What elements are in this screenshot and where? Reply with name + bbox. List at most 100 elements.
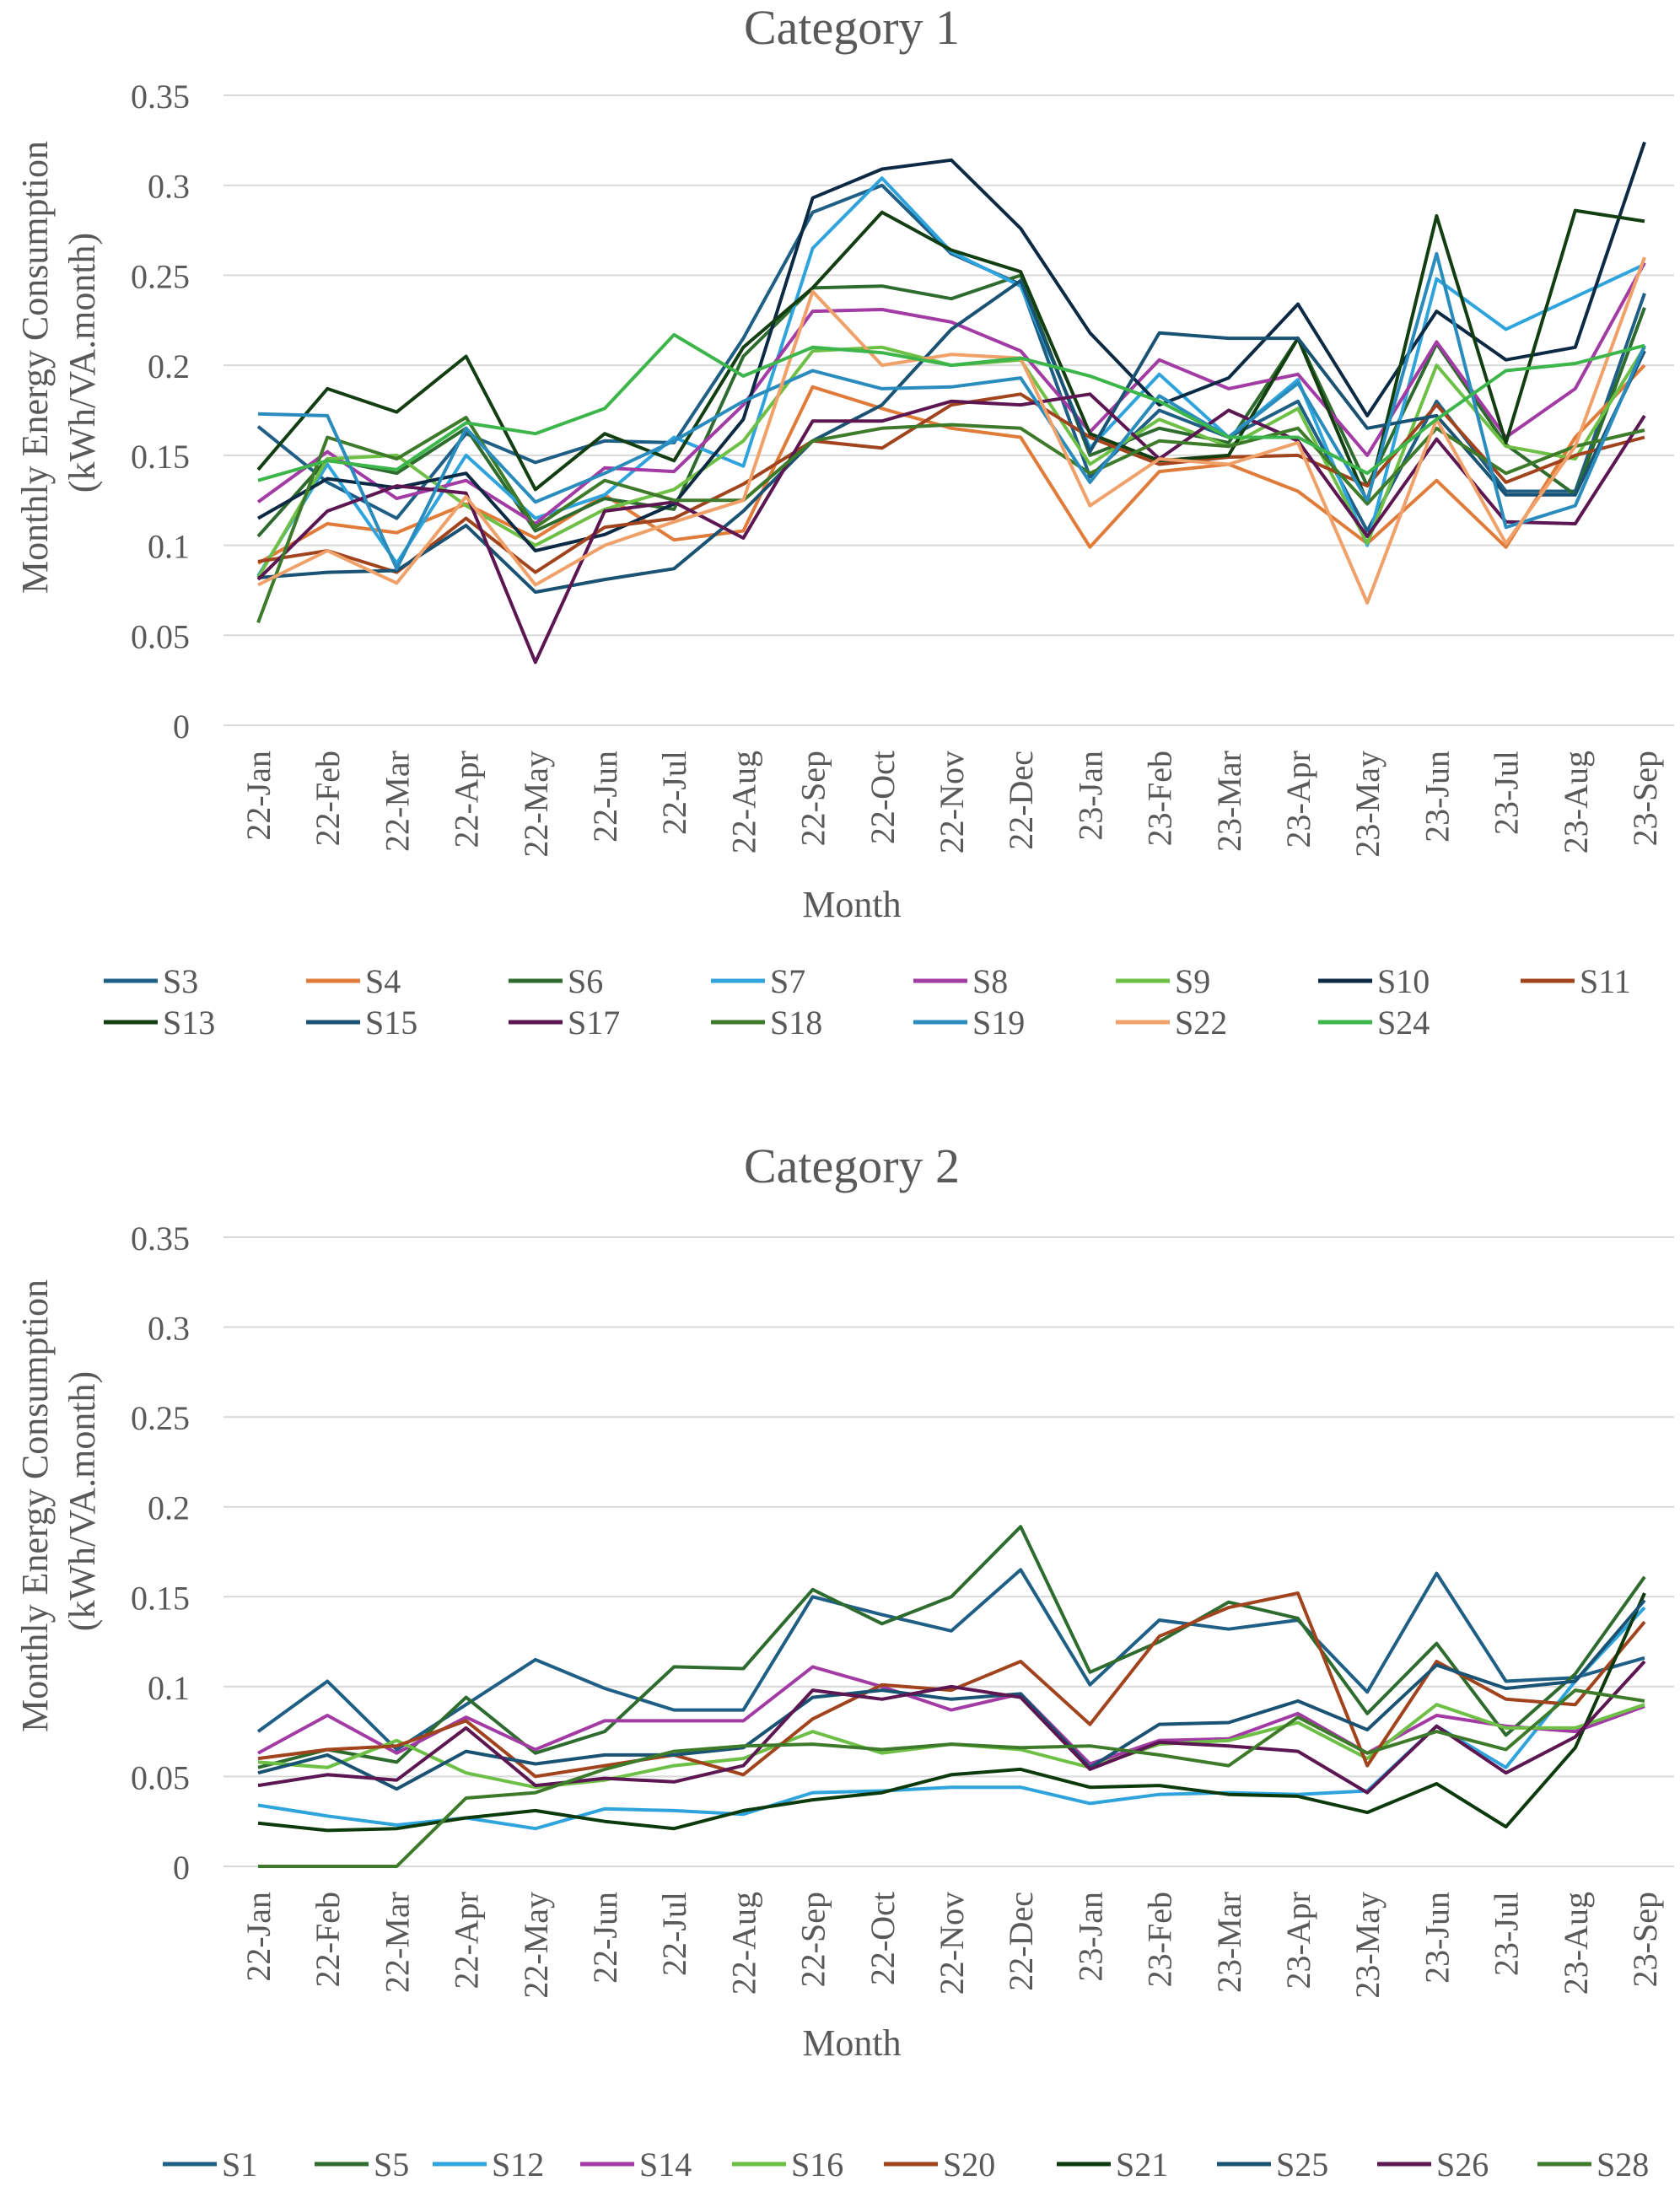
legend-label: S18: [770, 1004, 822, 1042]
legend-label: S11: [1580, 962, 1631, 1000]
chart-1-title: Category 1: [744, 0, 960, 55]
legend-label: S5: [374, 2146, 409, 2183]
x-tick-label: 22-Mar: [378, 751, 416, 852]
series-line-s17: [256, 392, 1646, 665]
legend-item-s25: S25: [1217, 2146, 1328, 2183]
x-tick-label: 23-Mar: [1210, 751, 1248, 852]
legend-label: S28: [1597, 2146, 1649, 2183]
y-tick-label: 0.15: [131, 1579, 190, 1617]
chart-2-gridlines: [223, 1236, 1674, 1867]
x-tick-label: 22-Dec: [1002, 751, 1040, 850]
legend-label: S8: [972, 962, 1008, 1000]
y-tick-label: 0.35: [131, 1220, 190, 1257]
legend-item-s22: S22: [1116, 1004, 1227, 1042]
y-tick-label: 0.35: [131, 78, 190, 116]
chart-2-xlabel: Month: [802, 2022, 901, 2064]
x-tick-label: 22-Mar: [378, 1892, 416, 1993]
x-tick-label: 22-May: [517, 1892, 555, 1999]
legend-label: S24: [1377, 1004, 1430, 1042]
series-line-s8: [256, 261, 1646, 525]
legend-item-s9: S9: [1116, 962, 1210, 1000]
y-tick-label: 0.2: [148, 347, 190, 385]
legend-label: S17: [568, 1004, 620, 1042]
series-line-s24: [257, 332, 1645, 482]
x-tick-label: 23-Sep: [1626, 751, 1664, 846]
y-tick-label: 0.25: [131, 1399, 190, 1437]
x-tick-label: 22-Apr: [448, 751, 486, 848]
x-tick-label: 23-Feb: [1141, 751, 1179, 846]
legend-item-s13: S13: [104, 1004, 215, 1042]
x-tick-label: 23-Mar: [1210, 1892, 1248, 1993]
legend-item-s28: S28: [1537, 2146, 1649, 2183]
x-tick-label: 22-Oct: [864, 1892, 902, 1985]
x-tick-label: 22-Apr: [448, 1892, 486, 1989]
y-tick-label: 0.3: [148, 168, 190, 206]
series-line-s5: [257, 1525, 1646, 1769]
legend-label: S13: [163, 1004, 215, 1042]
legend-item-s15: S15: [306, 1004, 417, 1042]
series-line-s11: [257, 392, 1645, 574]
y-tick-label: 0: [173, 1849, 190, 1887]
chart-1-series-lines: [256, 141, 1646, 665]
x-tick-label: 22-Sep: [794, 751, 832, 846]
chart-1-ylabel-line-1: Monthly Energy Consumption: [14, 141, 56, 594]
chart-2-ylabel-line-2: (kWh/VA.month): [62, 1371, 103, 1631]
x-tick-label: 22-Aug: [724, 751, 762, 853]
legend-label: S9: [1175, 962, 1210, 1000]
x-tick-label: 23-Aug: [1557, 1892, 1595, 1995]
x-tick-label: 22-May: [517, 751, 555, 858]
x-tick-label: 23-Jun: [1418, 751, 1456, 843]
series-line-s7: [256, 176, 1645, 577]
x-tick-label: 23-Sep: [1626, 1892, 1664, 1987]
x-tick-label: 22-Nov: [933, 751, 971, 853]
legend-label: S15: [365, 1004, 417, 1042]
x-tick-label: 22-Oct: [864, 751, 902, 844]
chart-2-x-tick-labels: 22-Jan 22-Feb 22-Mar 22-Apr 22-May 22-Jun 22-J…: [240, 1892, 1664, 1999]
series-line-s21: [257, 1592, 1646, 1833]
legend-item-s8: S8: [913, 962, 1008, 1000]
x-tick-label: 22-Jun: [586, 1892, 624, 1984]
chart-1-x-tick-labels: 22-Jan 22-Feb 22-Mar 22-Apr 22-May 22-Jun 22-J…: [240, 751, 1664, 858]
legend-label: S19: [972, 1004, 1025, 1042]
chart-2-ylabel: Monthly Energy Consumption (kWh/VA.month…: [14, 1270, 103, 1732]
x-tick-label: 22-Feb: [309, 1892, 347, 1987]
x-tick-label: 23-May: [1349, 1892, 1387, 1999]
series-line-s10: [257, 141, 1646, 552]
legend-item-s11: S11: [1521, 962, 1631, 1000]
x-tick-label: 22-Jan: [240, 751, 277, 841]
series-line-s25: [257, 1599, 1646, 1791]
series-line-s19: [257, 251, 1646, 571]
y-tick-label: 0.2: [148, 1489, 190, 1527]
x-tick-label: 22-Aug: [724, 1892, 762, 1995]
series-line-s14: [257, 1665, 1645, 1766]
legend-item-s7: S7: [711, 962, 805, 1000]
chart-2-title: Category 2: [744, 1139, 960, 1193]
legend-item-s16: S16: [732, 2146, 843, 2183]
chart-category-1: Category 1 Monthly Energy Consumption (k…: [14, 0, 1674, 1042]
chart-2-y-tick-labels: 0 0.05 0.1 0.15 0.2 0.25 0.3 0.35: [131, 1220, 190, 1887]
chart-1-xlabel: Month: [802, 884, 901, 925]
legend-label: S14: [639, 2146, 692, 2183]
legend-label: S4: [365, 962, 401, 1000]
legend-item-s12: S12: [433, 2146, 544, 2183]
legend-label: S10: [1377, 962, 1430, 1000]
x-tick-label: 23-Aug: [1557, 751, 1595, 853]
legend-item-s24: S24: [1318, 1004, 1430, 1042]
y-tick-label: 0.05: [131, 617, 190, 655]
legend-item-s1: S1: [163, 2146, 257, 2183]
legend-item-s6: S6: [509, 962, 603, 1000]
series-line-s20: [257, 1591, 1646, 1779]
x-tick-label: 22-Jun: [586, 751, 624, 843]
series-line-s28: [258, 1688, 1645, 1868]
chart-2-series-lines: [256, 1525, 1646, 1868]
series-line-s22: [257, 256, 1646, 605]
x-tick-label: 23-Jun: [1418, 1892, 1456, 1984]
chart-2-ylabel-line-1: Monthly Energy Consumption: [14, 1279, 56, 1732]
legend-item-s10: S10: [1318, 962, 1430, 1000]
x-tick-label: 23-Feb: [1141, 1892, 1179, 1987]
x-tick-label: 23-Apr: [1279, 751, 1317, 848]
legend-label: S1: [222, 2146, 257, 2183]
y-tick-label: 0.25: [131, 257, 190, 295]
